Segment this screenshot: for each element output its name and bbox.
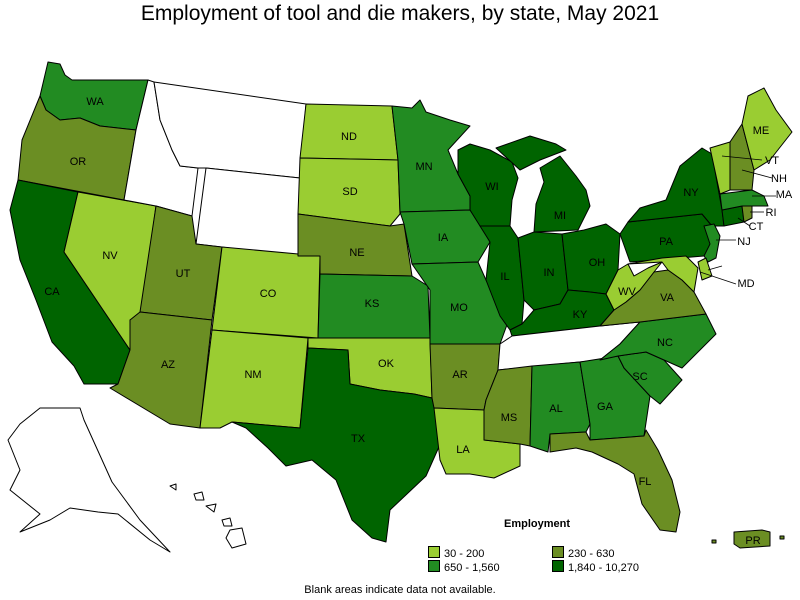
- label-ok: OK: [378, 358, 395, 370]
- legend-swatch: [552, 560, 564, 572]
- state-me[interactable]: [741, 87, 793, 171]
- label-nm: NM: [244, 369, 261, 381]
- label-az: AZ: [161, 359, 175, 371]
- legend-swatch: [428, 546, 440, 558]
- label-fl: FL: [639, 476, 652, 488]
- label-wa: WA: [86, 96, 104, 108]
- legend-label: 230 - 630: [568, 548, 615, 560]
- state-hi[interactable]: [169, 483, 247, 549]
- label-in: IN: [544, 267, 555, 279]
- label-la: LA: [456, 444, 470, 456]
- label-nj: NJ: [737, 236, 750, 248]
- state-pr-islet-2: [779, 535, 785, 540]
- label-oh: OH: [589, 257, 606, 269]
- leader-md: [699, 271, 737, 285]
- state-fl[interactable]: [549, 429, 681, 533]
- leader-nh: [741, 169, 773, 179]
- label-tx: TX: [351, 433, 366, 445]
- legend-item: 230 - 630: [552, 546, 614, 560]
- label-ut: UT: [176, 268, 191, 280]
- label-il: IL: [500, 271, 509, 283]
- legend-item: 650 - 1,560: [428, 560, 500, 574]
- label-va: VA: [660, 292, 675, 304]
- footnote: Blank areas indicate data not available.: [304, 584, 496, 596]
- legend-label: 30 - 200: [444, 548, 485, 560]
- label-mn: MN: [415, 161, 432, 173]
- label-sd: SD: [342, 186, 357, 198]
- label-md: MD: [737, 278, 754, 290]
- label-pa: PA: [659, 236, 674, 248]
- label-nd: ND: [341, 131, 357, 143]
- state-ri[interactable]: [741, 205, 753, 223]
- state-az[interactable]: [109, 311, 213, 429]
- legend-item: 1,840 - 10,270: [552, 560, 639, 574]
- leader-de: [707, 265, 723, 271]
- state-wy[interactable]: [195, 167, 301, 257]
- legend-label: 650 - 1,560: [444, 562, 500, 574]
- state-nh[interactable]: [729, 123, 755, 191]
- state-ks[interactable]: [317, 273, 431, 339]
- legend-item: 30 - 200: [428, 546, 484, 560]
- label-ne: NE: [349, 247, 364, 259]
- state-mi[interactable]: [495, 135, 591, 233]
- label-wi: WI: [485, 181, 498, 193]
- state-pr-islet: [711, 539, 717, 544]
- label-or: OR: [70, 156, 87, 168]
- state-md[interactable]: [627, 255, 699, 293]
- label-mo: MO: [450, 302, 468, 314]
- state-tx[interactable]: [231, 347, 443, 543]
- label-ga: GA: [597, 401, 614, 413]
- label-pr: PR: [745, 535, 760, 547]
- state-ma[interactable]: [719, 189, 769, 211]
- label-mi: MI: [554, 210, 566, 222]
- page-title: Employment of tool and die makers, by st…: [140, 2, 660, 25]
- state-nj[interactable]: [703, 223, 721, 263]
- label-ks: KS: [365, 298, 380, 310]
- label-nv: NV: [102, 250, 118, 262]
- label-ia: IA: [438, 232, 449, 244]
- label-nc: NC: [657, 337, 673, 349]
- state-ak[interactable]: [7, 407, 171, 553]
- label-co: CO: [260, 288, 277, 300]
- label-al: AL: [549, 403, 562, 415]
- label-vt: VT: [765, 155, 779, 167]
- leader-vt: [721, 155, 763, 161]
- label-ar: AR: [452, 369, 467, 381]
- label-ca: CA: [44, 286, 60, 298]
- state-sd[interactable]: [297, 157, 401, 227]
- legend-label: 1,840 - 10,270: [568, 562, 639, 574]
- state-pr[interactable]: [733, 529, 771, 549]
- label-ky: KY: [573, 309, 588, 321]
- legend-title: Employment: [504, 518, 571, 530]
- legend-swatch: [552, 546, 564, 558]
- leader-ct: [737, 217, 751, 227]
- label-wv: WV: [618, 286, 636, 298]
- label-ny: NY: [683, 187, 699, 199]
- legend-swatch: [428, 560, 440, 572]
- state-nc[interactable]: [599, 313, 717, 369]
- state-or[interactable]: [17, 95, 137, 201]
- label-nh: NH: [771, 173, 787, 185]
- label-ri: RI: [766, 207, 777, 219]
- label-sc: SC: [632, 371, 647, 383]
- state-wi[interactable]: [457, 143, 519, 227]
- state-ny[interactable]: [627, 147, 725, 227]
- label-ct: CT: [749, 221, 764, 233]
- label-me: ME: [753, 125, 770, 137]
- label-ma: MA: [776, 189, 793, 201]
- label-ms: MS: [501, 412, 518, 424]
